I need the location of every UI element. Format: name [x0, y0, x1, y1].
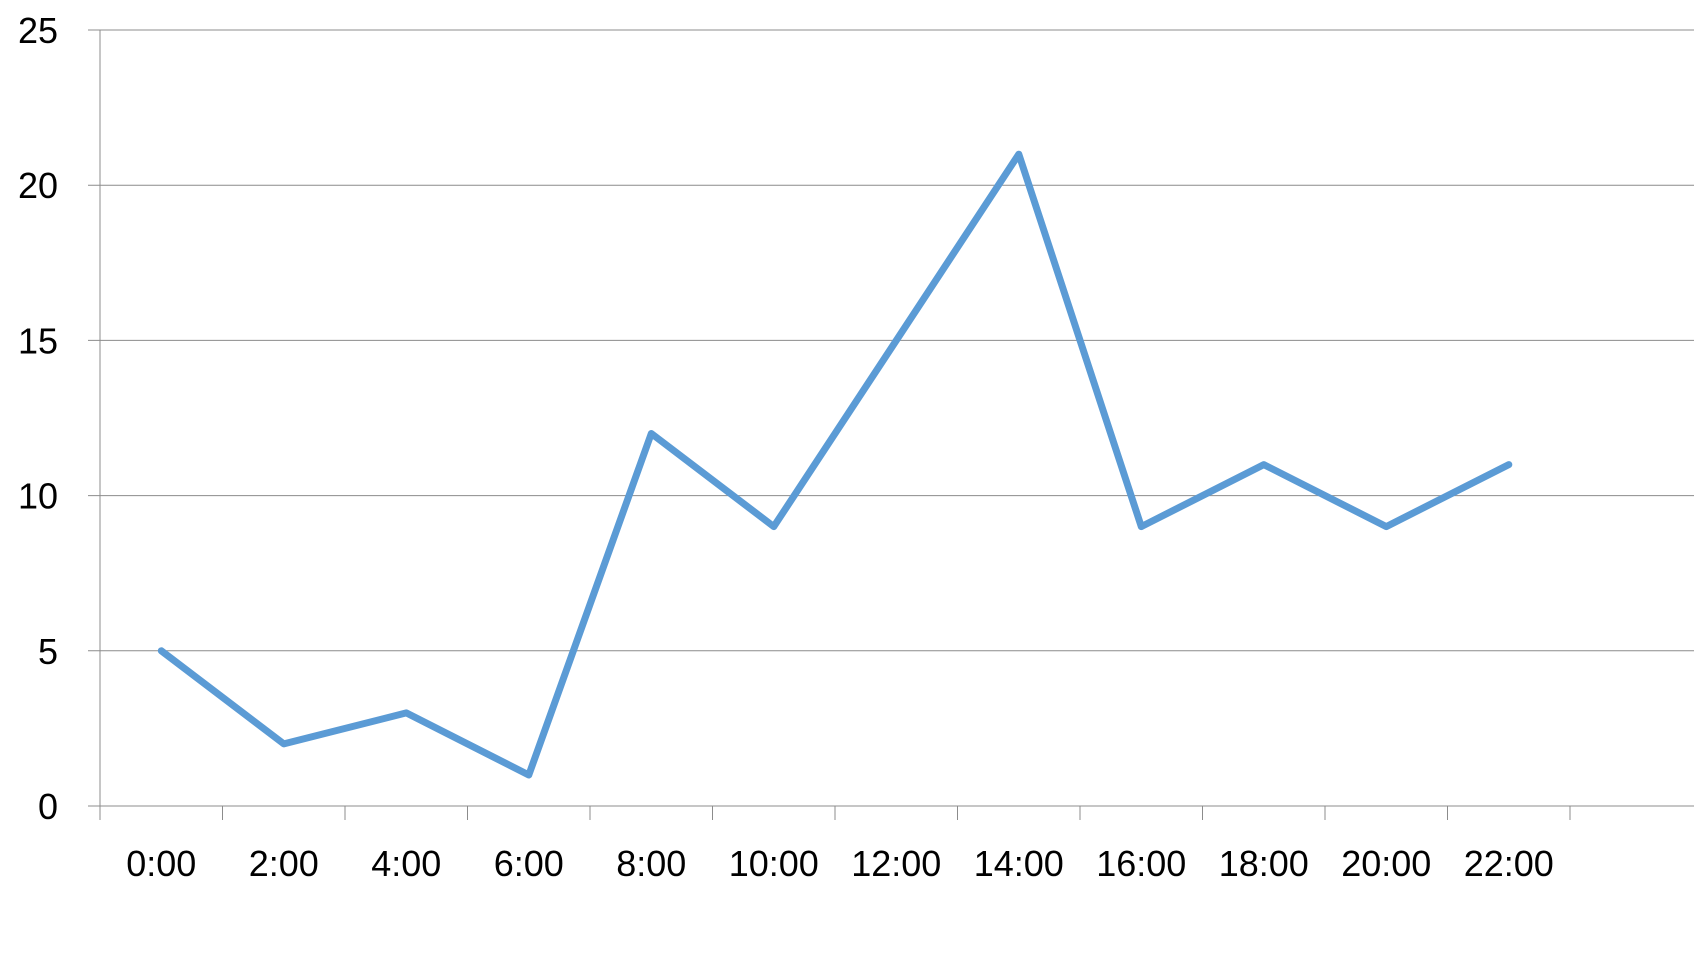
- x-tick-label: 2:00: [249, 843, 319, 884]
- y-tick-labels: 0 5 10 15 20 25: [18, 10, 58, 827]
- series-layer: [157, 150, 1513, 779]
- x-tick-label: 18:00: [1219, 843, 1309, 884]
- x-tick-label: 20:00: [1341, 843, 1431, 884]
- x-tick-labels: 0:00 2:00 4:00 6:00 8:00 10:00 12:00 14:00 16:00…: [126, 843, 1554, 884]
- y-tick-label: 15: [18, 320, 58, 361]
- x-tick-label: 16:00: [1096, 843, 1186, 884]
- x-tick-label: 0:00: [126, 843, 196, 884]
- y-tick-label: 20: [18, 165, 58, 206]
- y-tick-label: 5: [38, 631, 58, 672]
- x-tick-label: 6:00: [494, 843, 564, 884]
- y-tick-label: 0: [38, 786, 58, 827]
- axes: [88, 30, 1694, 820]
- grid-lines: [88, 29, 1694, 652]
- y-tick-label: 25: [18, 10, 58, 51]
- y-tick-label: 10: [18, 476, 58, 517]
- x-tick-label: 22:00: [1464, 843, 1554, 884]
- x-tick-label: 4:00: [371, 843, 441, 884]
- x-tick-label: 14:00: [974, 843, 1064, 884]
- x-tick-label: 10:00: [729, 843, 819, 884]
- x-tick-label: 12:00: [851, 843, 941, 884]
- x-tick-label: 8:00: [616, 843, 686, 884]
- series-line: [157, 150, 1513, 779]
